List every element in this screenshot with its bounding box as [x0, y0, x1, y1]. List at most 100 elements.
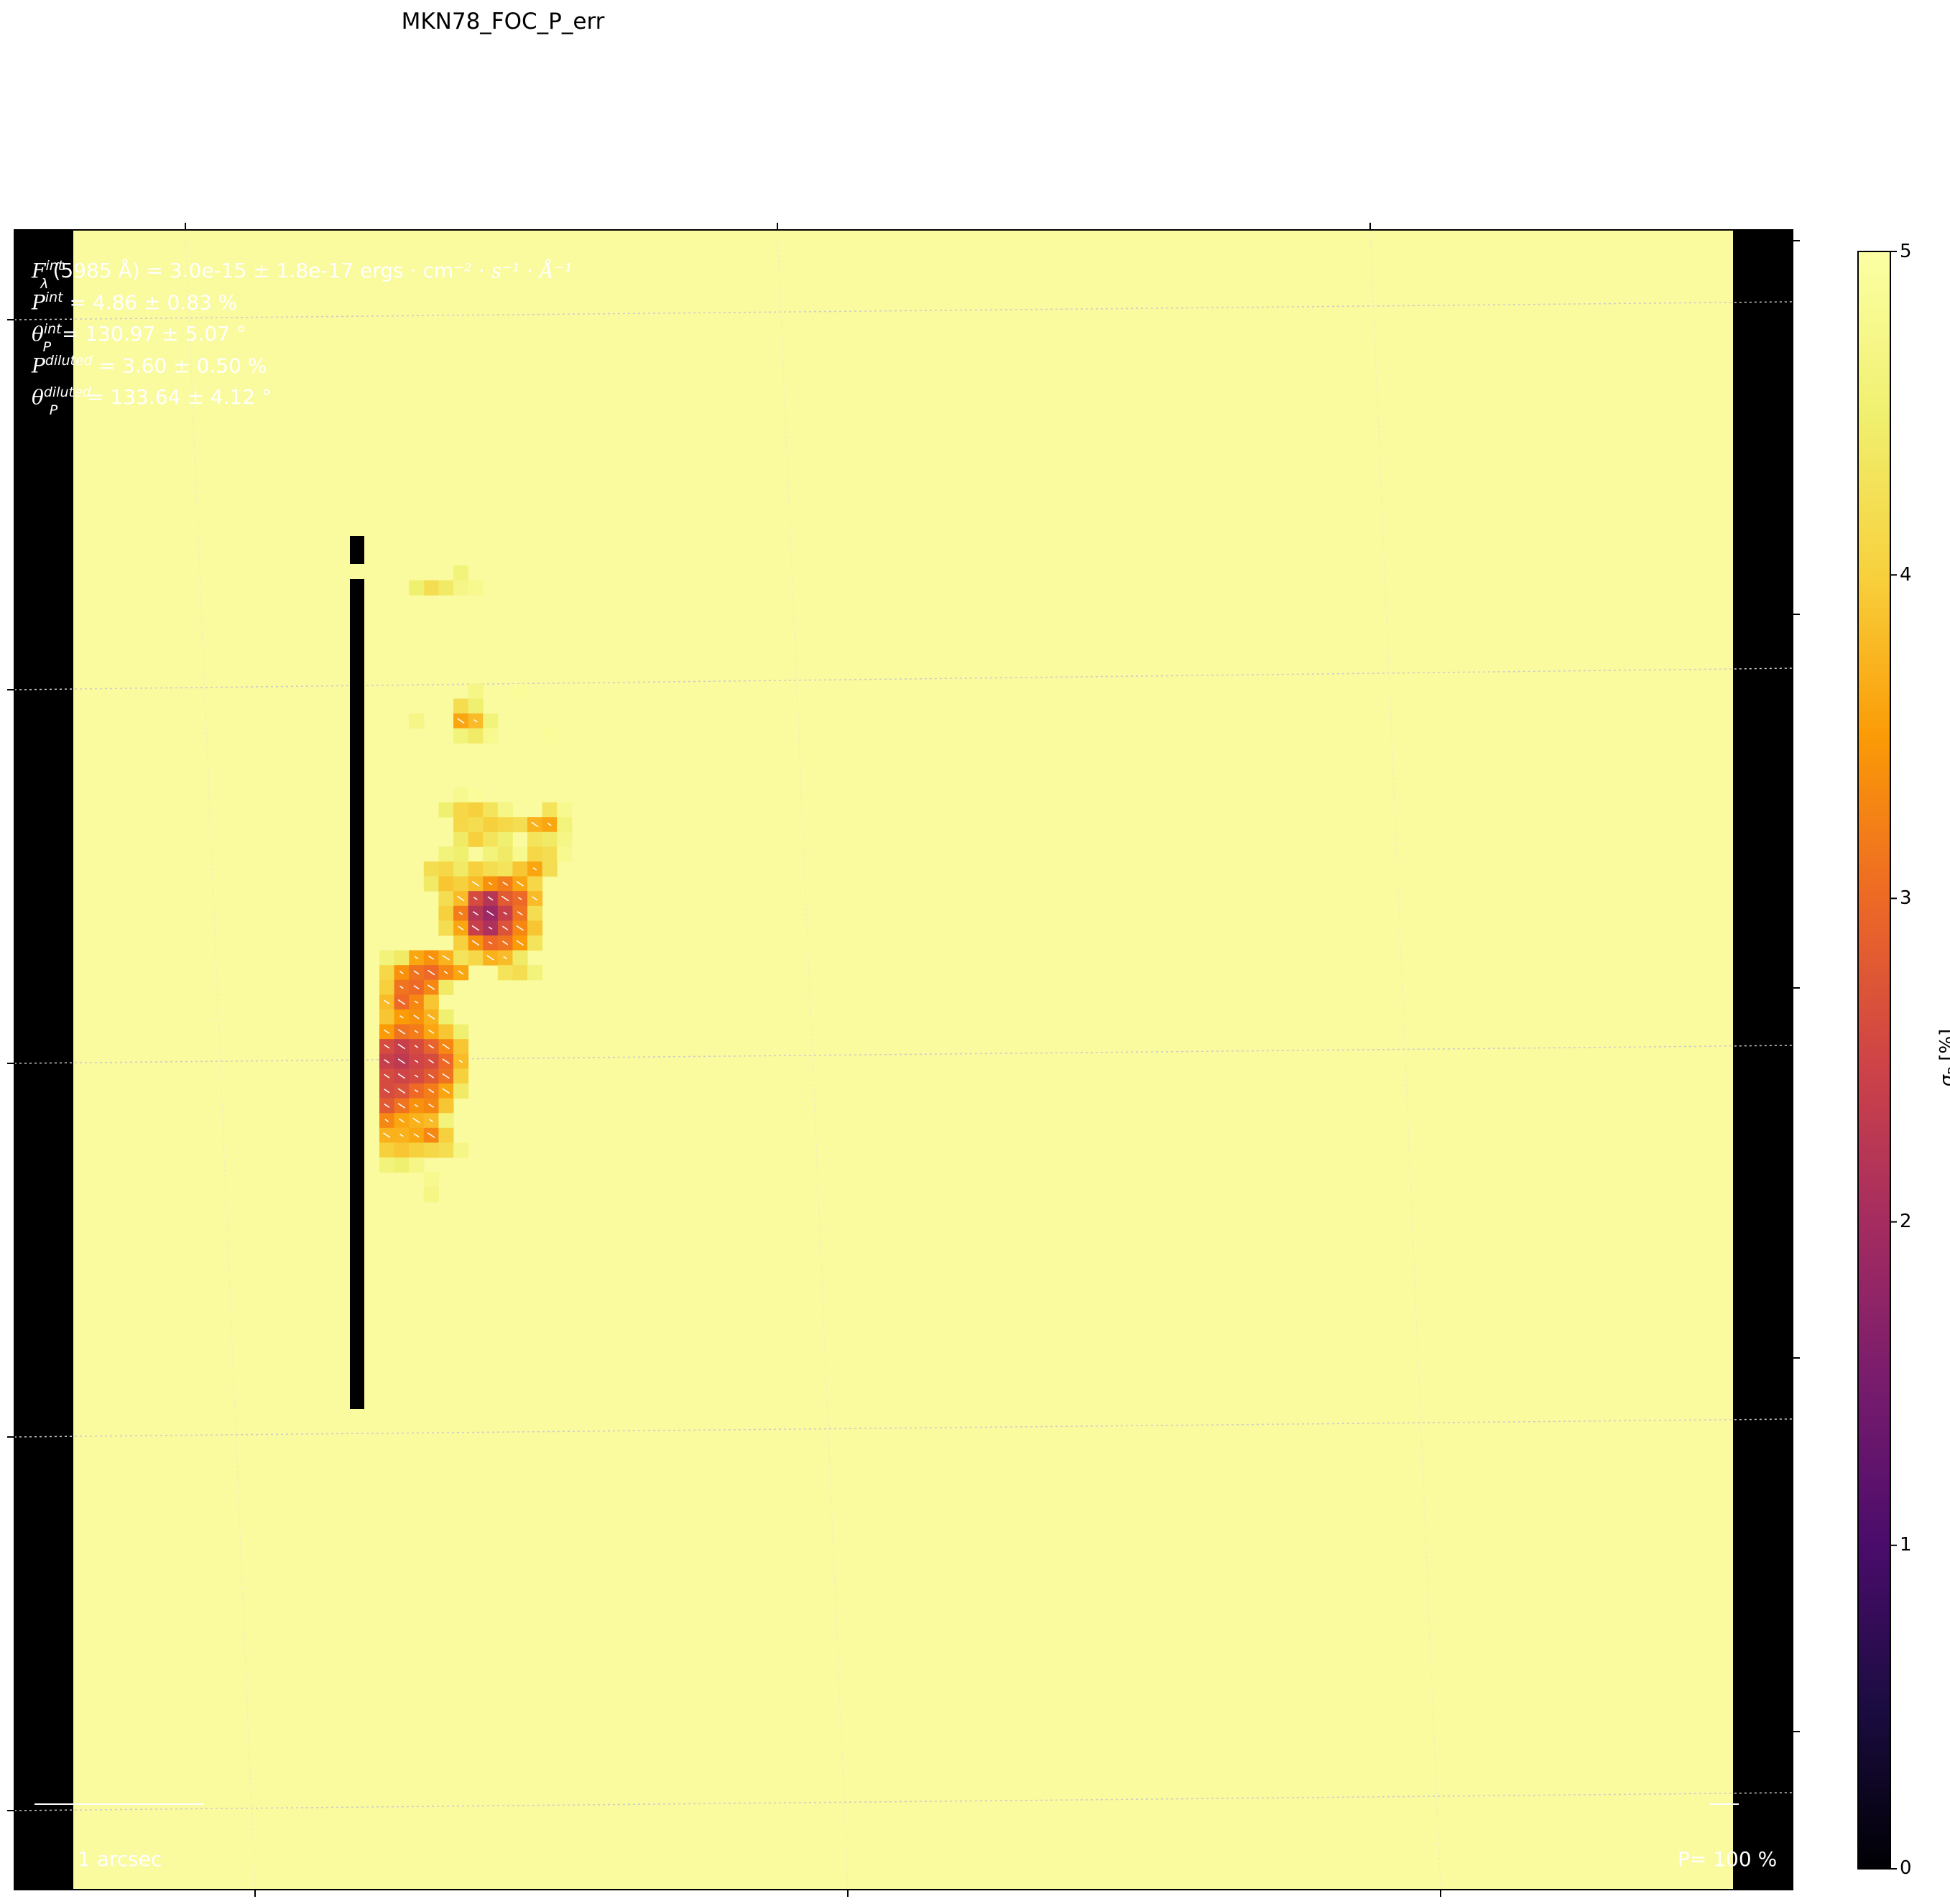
polarization-vector: [427, 1132, 435, 1138]
figure-title: MKN78_FOC_P_err: [401, 9, 605, 34]
heatmap-cell: [438, 1127, 454, 1143]
polarization-vector: [384, 1059, 390, 1064]
polarization-vector: [413, 1133, 420, 1138]
heatmap-cell: [379, 950, 395, 966]
polarization-vector: [428, 1103, 435, 1108]
polarization-vector: [486, 955, 494, 961]
heatmap-cell: [497, 965, 513, 981]
heatmap-cell: [512, 861, 528, 877]
heatmap-cell: [512, 950, 528, 966]
heatmap-cell: [423, 1172, 439, 1188]
heatmap-cell: [453, 935, 469, 951]
heatmap-cell: [453, 876, 469, 892]
heatmap-cell: [423, 876, 439, 892]
polarization-vector: [503, 956, 507, 960]
polarization-vector: [429, 1119, 433, 1122]
polarization-vector: [428, 955, 435, 960]
polarization-vector: [501, 895, 509, 902]
polarization-vector: [516, 940, 524, 946]
heatmap-cell: [394, 950, 410, 966]
grid-line: [1369, 229, 1441, 1890]
heatmap-cell: [379, 1157, 395, 1173]
polarization-vector: [472, 911, 479, 916]
polarization-vector: [428, 1073, 435, 1078]
heatmap-cell: [468, 683, 484, 699]
heatmap-cell: [453, 728, 469, 744]
heatmap-cell: [468, 698, 484, 714]
heatmap-cell: [438, 905, 454, 921]
heatmap-cell: [453, 831, 469, 847]
heatmap-cell: [527, 920, 543, 936]
heatmap-cell: [468, 728, 484, 744]
heatmap-cell: [512, 683, 528, 699]
polarization-vector: [427, 969, 435, 976]
heatmap-cell: [394, 1142, 410, 1158]
heatmap-cell: [453, 817, 469, 833]
polarization-vector: [487, 896, 494, 901]
polarization-vector: [397, 1103, 406, 1109]
heatmap-cell: [453, 846, 469, 862]
polarization-vector: [428, 1059, 435, 1064]
heatmap-cell: [542, 728, 558, 744]
heatmap-cell: [557, 831, 573, 847]
polarization-vector: [399, 971, 404, 974]
polarization-vector: [517, 897, 522, 900]
heatmap-cell: [438, 1098, 454, 1114]
polarization-vector: [531, 821, 539, 828]
heatmap-cell: [483, 802, 499, 818]
polarization-vector: [471, 925, 480, 931]
colorbar-tick-5: 5: [1900, 241, 1912, 262]
polarization-vector: [502, 881, 509, 886]
polarization-vector: [397, 1088, 406, 1094]
polarization-vector: [458, 911, 463, 915]
heatmap-cell: [379, 1009, 395, 1025]
heatmap-cell: [557, 846, 573, 862]
heatmap-cell: [423, 1142, 439, 1158]
polarization-vector: [414, 1059, 419, 1063]
heatmap-cell: [423, 1187, 439, 1203]
heatmap-cell: [438, 1009, 454, 1025]
polarization-vector: [442, 955, 450, 961]
polarization-vector: [516, 925, 524, 931]
heatmap-cell: [497, 861, 513, 877]
polarization-vector: [442, 1058, 450, 1064]
colorbar-tick-0: 0: [1900, 1857, 1912, 1879]
polarization-vector: [397, 1073, 406, 1079]
polarization-vector: [414, 1074, 419, 1078]
polarization-vector: [516, 881, 524, 887]
colorbar: [1857, 251, 1891, 1870]
heatmap-cell: [453, 580, 469, 596]
heatmap-cell: [468, 580, 484, 596]
heatmap-cell: [483, 817, 499, 833]
heatmap-cell: [438, 1142, 454, 1158]
polarization-vector: [458, 925, 464, 930]
masked-bar-top: [350, 536, 364, 564]
heatmap-cell: [453, 698, 469, 714]
heatmap-cell: [438, 876, 454, 892]
polarization-vector: [488, 941, 493, 945]
polarization-vector: [428, 1029, 435, 1034]
polarization-vector: [442, 1088, 450, 1094]
heatmap-cell: [557, 817, 573, 833]
polarization-vector: [397, 999, 406, 1005]
heatmap-cell: [453, 1039, 469, 1055]
heatmap-cell: [438, 861, 454, 877]
heatmap-cell: [542, 861, 558, 877]
polarization-vector: [414, 1104, 419, 1108]
polarization-vector: [384, 999, 390, 1004]
polarization-vector: [399, 985, 404, 989]
heatmap-cell: [453, 1142, 469, 1158]
polarization-vector: [488, 926, 493, 930]
heatmap-cell: [409, 1157, 425, 1173]
polarization-vector: [383, 1132, 391, 1138]
polarization-vector: [384, 1029, 390, 1034]
heatmap-cell: [379, 965, 395, 981]
heatmap-cell: [468, 861, 484, 877]
polarization-vector: [384, 1044, 390, 1049]
polarization-vector: [414, 1045, 419, 1048]
polarization-vector: [458, 970, 464, 975]
axes-frame: [14, 229, 1793, 1890]
heatmap-cell: [438, 979, 454, 995]
heatmap-cell: [557, 802, 573, 818]
polarization-vector: [457, 718, 465, 724]
